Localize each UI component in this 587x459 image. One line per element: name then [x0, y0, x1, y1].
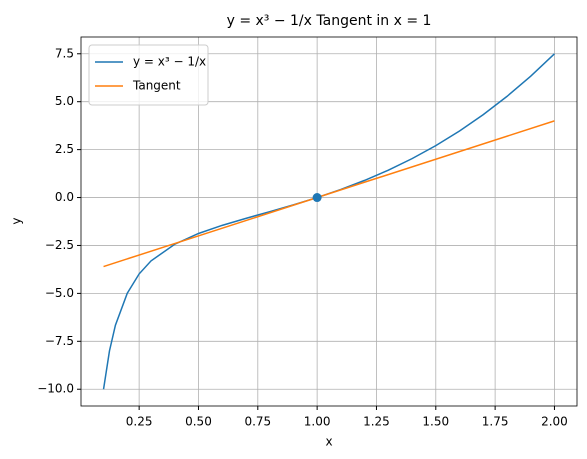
- y-tick-label: 5.0: [55, 94, 74, 108]
- legend-label: Tangent: [132, 79, 181, 93]
- y-tick-label: 7.5: [55, 46, 74, 60]
- x-axis-label: x: [325, 435, 332, 449]
- chart-title: y = x³ − 1/x Tangent in x = 1: [227, 13, 432, 29]
- x-tick-label: 0.50: [185, 415, 212, 429]
- y-tick-label: 0.0: [55, 190, 74, 204]
- y-tick-label: −7.5: [45, 334, 74, 348]
- series-line: [103, 120, 555, 268]
- x-tick-label: 2.00: [541, 415, 568, 429]
- axes-frame: [80, 36, 578, 407]
- legend-label: y = x³ − 1/x: [133, 55, 206, 69]
- x-tick-label: 1.50: [422, 415, 449, 429]
- y-axis-label: y: [10, 217, 24, 224]
- x-tick-label: 1.25: [363, 415, 390, 429]
- y-tick-label: −5.0: [45, 286, 74, 300]
- x-tick-label: 1.75: [482, 415, 509, 429]
- y-tick-label: −2.5: [45, 238, 74, 252]
- y-tick-label: −10.0: [37, 382, 74, 396]
- x-tick-label: 1.00: [304, 415, 331, 429]
- point-marker: [312, 193, 322, 203]
- x-tick-label: 0.75: [244, 415, 271, 429]
- legend-box: [88, 44, 209, 106]
- x-tick-label: 0.25: [126, 415, 153, 429]
- y-tick-label: 2.5: [55, 142, 74, 156]
